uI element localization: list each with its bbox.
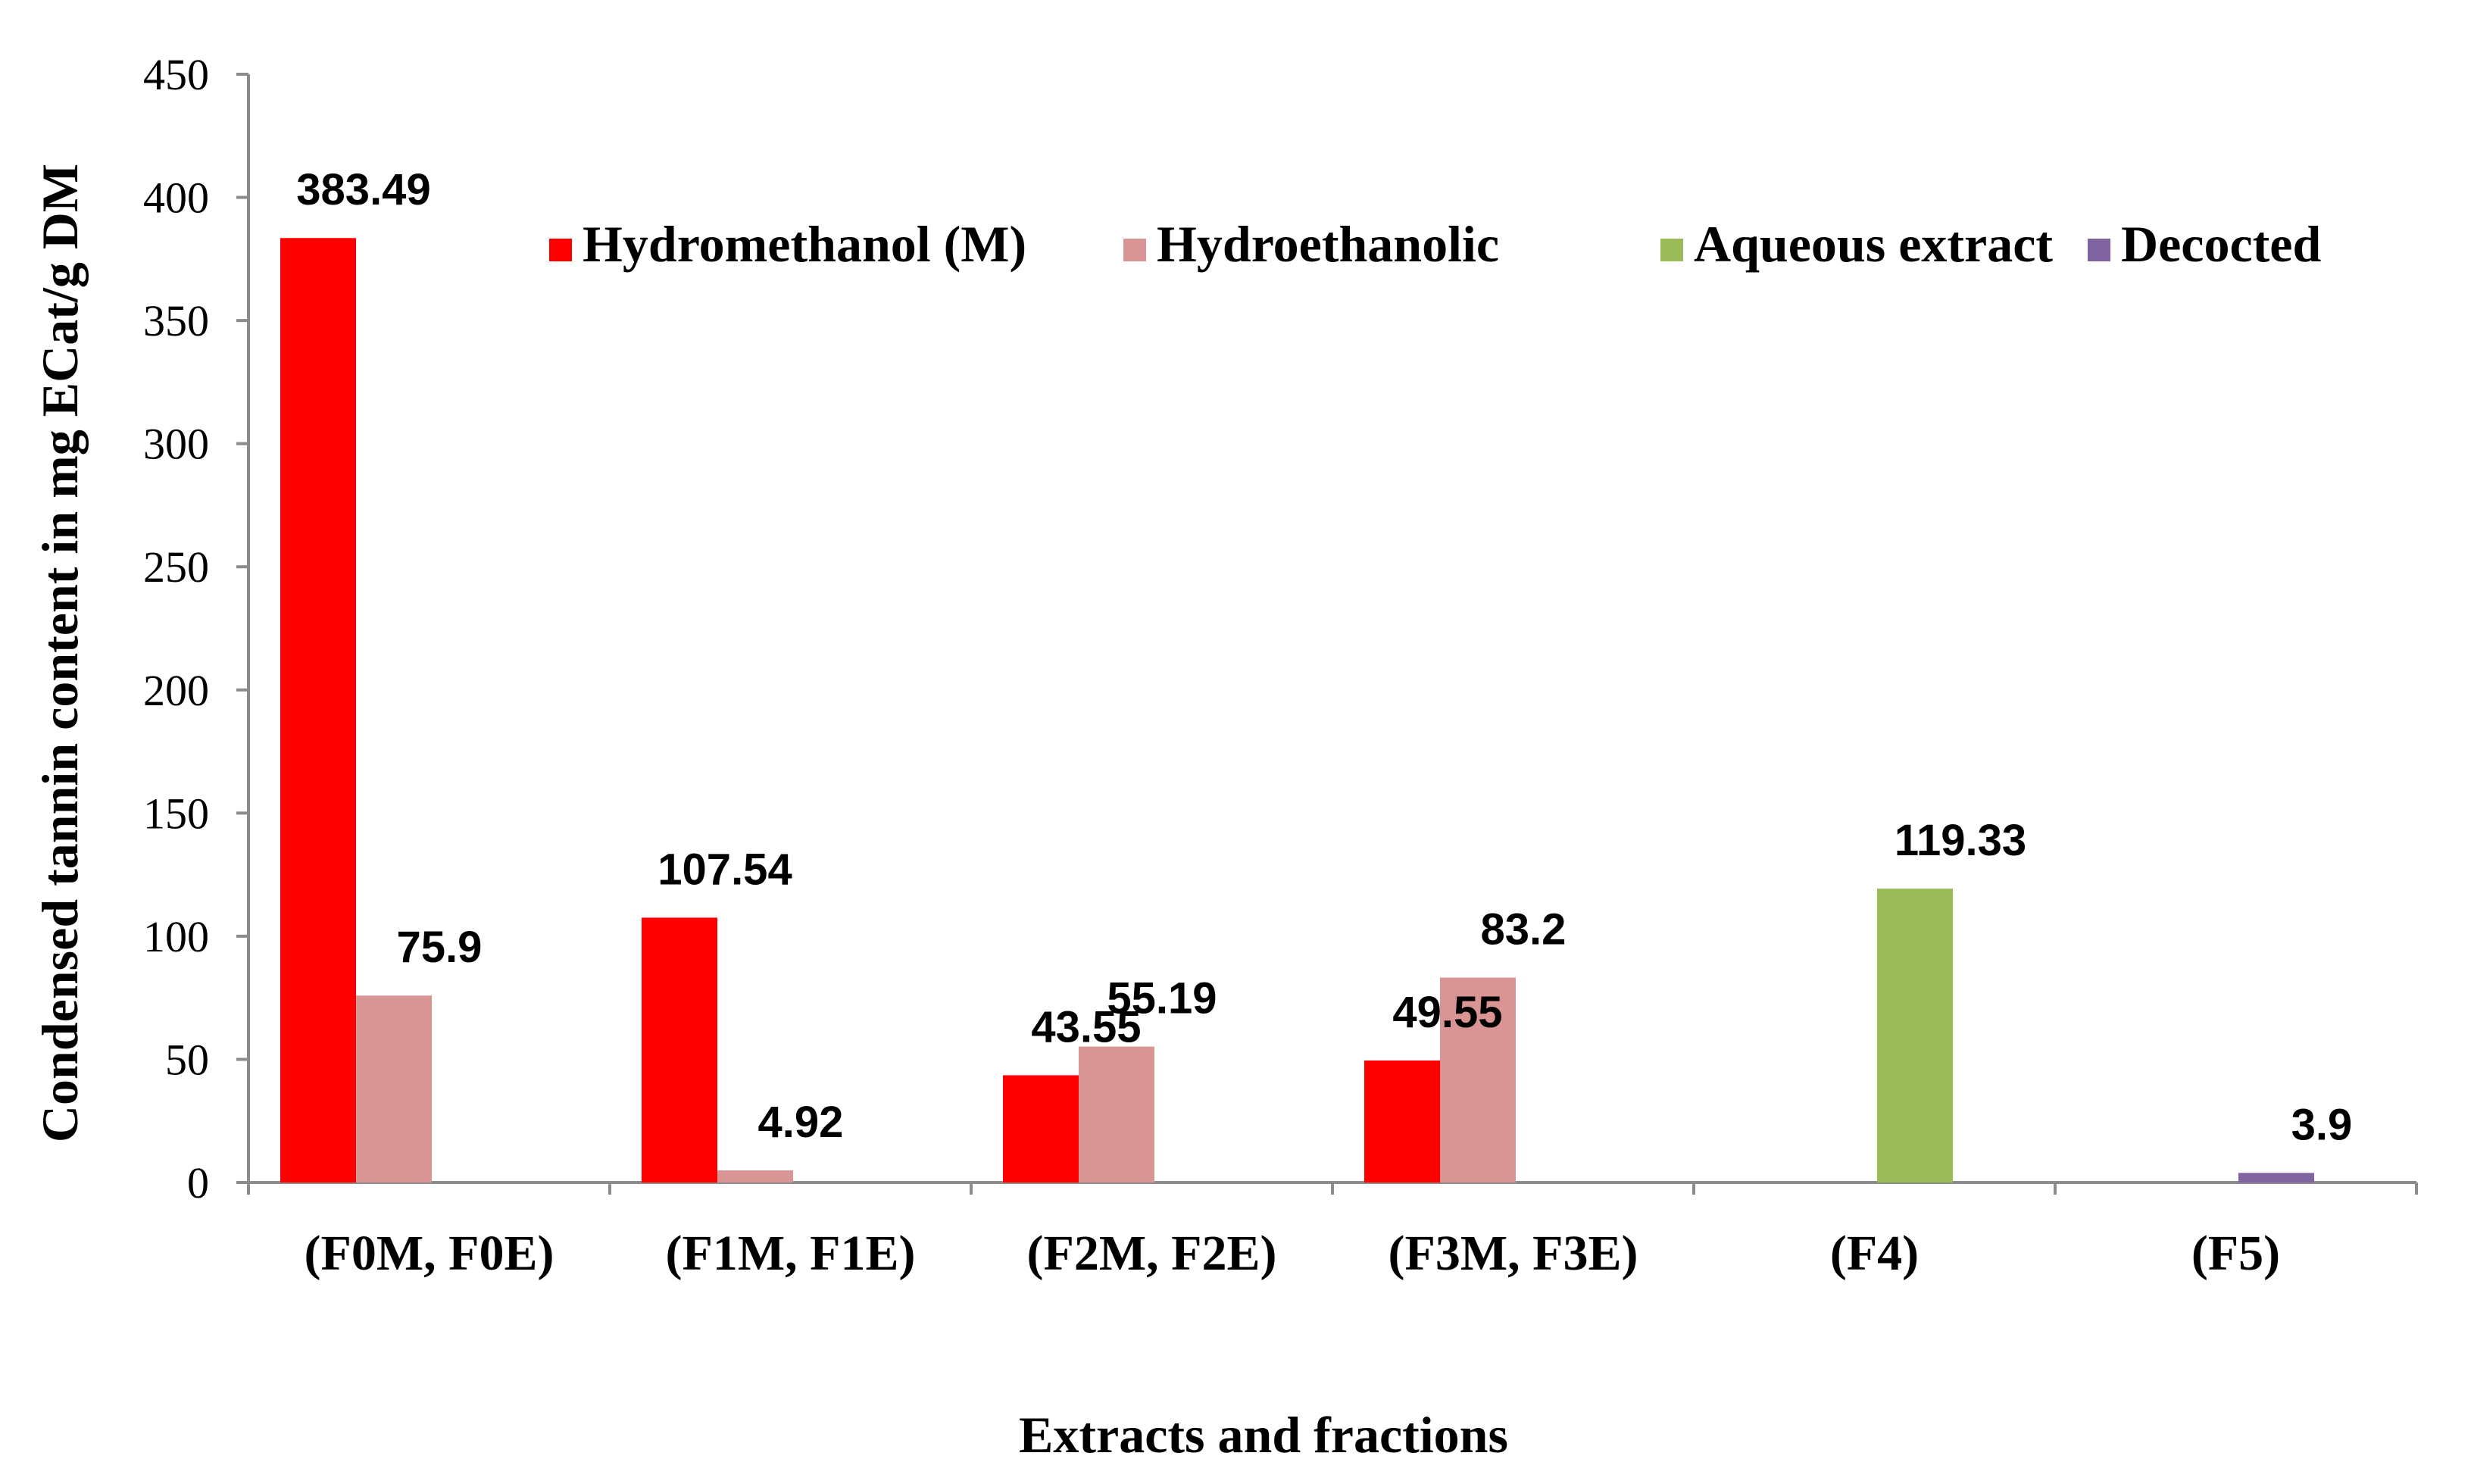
bar [2238,1173,2314,1183]
y-tick-label: 50 [165,1035,209,1084]
x-tick-label: (F5) [2191,1226,2280,1281]
y-axis-title: Condensed tannin content in mg ECat/g DM [31,164,89,1142]
x-axis: (F0M, F0E) (F1M, F1E) (F2M, F2E) (F3M, F3E)… [247,1181,2418,1281]
bar [1877,889,1953,1183]
data-label: 4.92 [758,1098,844,1147]
data-label: 107.54 [658,845,792,894]
bar [1003,1075,1079,1183]
legend-label: Aqueous extract [1694,215,2053,273]
bar [1079,1046,1154,1183]
legend-swatch [549,239,572,261]
data-label: 55.19 [1107,974,1217,1023]
bars-group [280,238,2314,1183]
legend-label: Hydromethanol (M) [583,215,1026,273]
y-tick-label: 0 [187,1158,209,1208]
data-label: 49.55 [1392,988,1502,1037]
legend: Hydromethanol (M) Hydroethanolic Aqueous e… [549,215,2321,273]
legend-label: Hydroethanolic [1157,215,1499,273]
y-tick-label: 400 [143,173,209,223]
bar [356,995,432,1183]
y-tick-label: 350 [143,296,209,345]
data-label: 83.2 [1481,905,1567,954]
data-label: 119.33 [1895,816,2026,865]
x-tick-label: (F2M, F2E) [1027,1226,1277,1281]
bar [280,238,356,1183]
x-tick-label: (F4) [1830,1226,1919,1281]
data-label: 43.55 [1031,1002,1141,1051]
x-tick-label: (F3M, F3E) [1389,1226,1638,1281]
legend-swatch [1123,239,1146,261]
legend-label: Decocted [2121,215,2321,273]
x-tick-label: (F0M, F0E) [305,1226,554,1281]
data-label: 3.9 [2291,1100,2353,1149]
y-tick-label: 150 [143,789,209,838]
legend-swatch [2088,239,2110,261]
bar [717,1170,793,1183]
x-axis-title: Extracts and fractions [1019,1406,1508,1464]
y-tick-label: 250 [143,542,209,592]
data-label: 75.9 [397,923,483,972]
x-tick-label: (F1M, F1E) [666,1226,916,1281]
legend-swatch [1660,239,1683,261]
y-tick-label: 200 [143,666,209,715]
y-axis: 0 50 100 150 200 250 300 350 400 450 [143,50,250,1208]
y-tick-label: 450 [143,50,209,99]
bar [1440,977,1516,1183]
bar [1364,1060,1440,1183]
y-tick-label: 100 [143,912,209,961]
y-tick-label: 300 [143,420,209,469]
bar [642,917,717,1183]
data-label: 383.49 [296,165,430,214]
